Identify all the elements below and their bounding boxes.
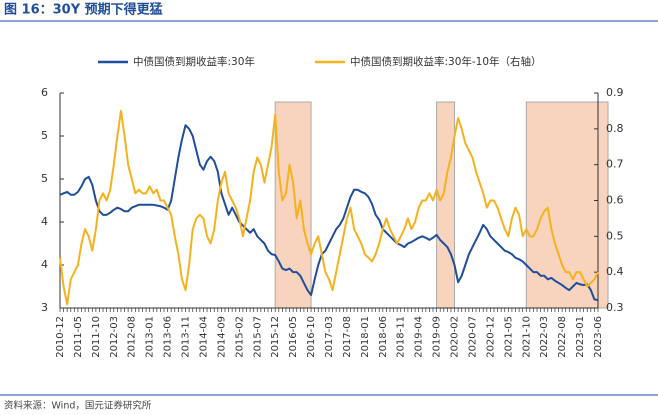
x-tick-label: 2015-12 bbox=[270, 316, 281, 358]
x-tick-label: 2020-02 bbox=[450, 316, 461, 358]
x-tick-label: 2022-03 bbox=[539, 316, 550, 358]
x-tick-label: 2015-07 bbox=[252, 316, 263, 358]
highlight bbox=[436, 101, 456, 309]
x-tick-label: 2011-10 bbox=[91, 316, 102, 358]
legend-label: 中债国债到期收益率:30年-10年（右轴） bbox=[350, 55, 542, 68]
x-tick-label: 2019-04 bbox=[414, 316, 425, 358]
x-tick-label: 2013-01 bbox=[145, 316, 156, 358]
highlight bbox=[274, 101, 312, 309]
highlight bbox=[525, 101, 609, 309]
x-tick-label: 2011-05 bbox=[73, 316, 84, 358]
x-tick-label: 2016-05 bbox=[288, 316, 299, 358]
x-tick-label: 2015-02 bbox=[234, 316, 245, 358]
series-line bbox=[59, 109, 599, 306]
y2-tick-label: 0.3 bbox=[606, 301, 624, 314]
x-tick-label: 2019-09 bbox=[432, 316, 443, 358]
y2-tick-label: 0.4 bbox=[606, 265, 624, 278]
x-tick-label: 2016-10 bbox=[306, 316, 317, 358]
x-tick-label: 2010-12 bbox=[55, 316, 66, 358]
x-tick-label: 2013-06 bbox=[163, 316, 174, 358]
x-tick-label: 2014-04 bbox=[198, 316, 209, 358]
y-tick-label: 5 bbox=[41, 129, 48, 142]
y2-tick-label: 0.5 bbox=[606, 229, 624, 242]
chart-title: 图 16：30Y 预期下得更猛 bbox=[4, 2, 163, 18]
source: 资料来源：Wind，国元证券研究所 bbox=[4, 400, 152, 412]
y-tick-label: 4 bbox=[41, 258, 48, 271]
x-tick-label: 2020-07 bbox=[467, 316, 478, 358]
x-tick-label: 2020-12 bbox=[485, 316, 496, 358]
x-tick-label: 2021-10 bbox=[521, 316, 532, 358]
x-tick-label: 2017-03 bbox=[324, 316, 335, 358]
x-tick-label: 2018-06 bbox=[378, 316, 389, 358]
y-tick-label: 5 bbox=[41, 172, 48, 185]
x-tick-label: 2023-06 bbox=[593, 316, 604, 358]
x-tick-label: 2018-11 bbox=[396, 316, 407, 358]
y2-tick-label: 0.6 bbox=[606, 194, 624, 207]
x-tick-label: 2022-08 bbox=[557, 316, 568, 358]
y2-tick-label: 0.7 bbox=[606, 158, 624, 171]
y-tick-label: 4 bbox=[41, 215, 48, 228]
legend-label: 中债国债到期收益率:30年 bbox=[133, 55, 255, 68]
x-tick-label: 2023-01 bbox=[575, 316, 586, 358]
x-tick-label: 2012-08 bbox=[127, 316, 138, 358]
y-tick-label: 3 bbox=[41, 301, 48, 314]
series-line bbox=[59, 124, 599, 302]
y2-tick-label: 0.9 bbox=[606, 86, 624, 99]
y-tick-label: 6 bbox=[41, 86, 48, 99]
x-tick-label: 2014-09 bbox=[216, 316, 227, 358]
y2-tick-label: 0.8 bbox=[606, 122, 624, 135]
x-tick-label: 2013-11 bbox=[181, 316, 192, 358]
x-tick-label: 2021-05 bbox=[503, 316, 514, 358]
x-tick-label: 2018-01 bbox=[360, 316, 371, 358]
x-tick-label: 2017-08 bbox=[342, 316, 353, 358]
x-tick-label: 2012-03 bbox=[109, 316, 120, 358]
